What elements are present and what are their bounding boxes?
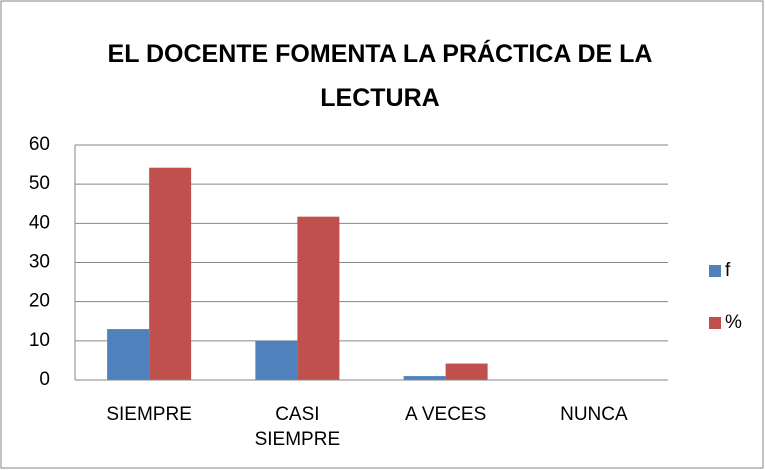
bar — [255, 340, 298, 380]
y-tick-label: 40 — [29, 212, 50, 233]
bar — [445, 363, 488, 380]
legend-swatch — [709, 265, 721, 277]
y-tick-label: 10 — [29, 330, 50, 351]
legend-swatch — [709, 317, 721, 329]
bar — [149, 167, 192, 380]
chart-title: EL DOCENTE FOMENTA LA PRÁCTICA DE LA LEC… — [107, 40, 653, 112]
bar — [107, 329, 150, 380]
x-tick-label: A VECES — [404, 404, 487, 425]
y-tick-label: 60 — [29, 134, 50, 155]
y-tick-label: 20 — [29, 291, 50, 312]
bar — [403, 376, 446, 380]
y-tick-label: 30 — [29, 252, 50, 273]
y-tick-label: 50 — [29, 173, 50, 194]
x-tick-label: NUNCA — [560, 404, 628, 425]
x-tick-label: SIEMPRE — [106, 404, 192, 425]
y-tick-label: 0 — [39, 369, 50, 390]
legend-label: f — [725, 260, 731, 281]
bar — [297, 216, 340, 380]
x-tick-label: CASI SIEMPRE — [254, 404, 341, 450]
legend-label: % — [725, 312, 742, 333]
